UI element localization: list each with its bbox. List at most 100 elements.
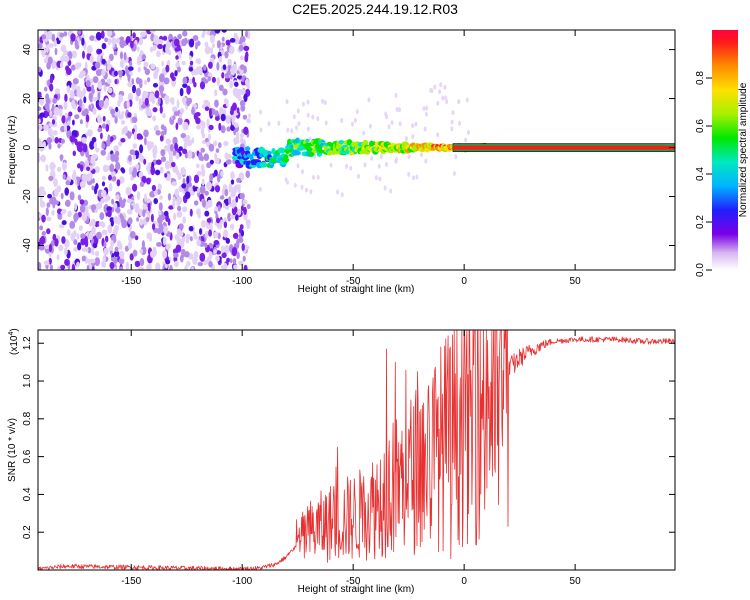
noise-blob [49,264,54,270]
noise-blob [146,177,151,185]
noise-blob [142,209,146,218]
noise-blob [103,247,109,256]
noise-blob [58,244,64,252]
noise-blob [232,232,239,239]
noise-blob [60,192,64,200]
noise-blob [101,123,107,129]
noise-blob [452,171,456,176]
noise-blob [450,119,454,125]
noise-blob [151,96,156,105]
noise-blob [50,196,57,204]
noise-blob [103,241,107,248]
noise-blob [464,137,468,143]
noise-blob [132,84,136,94]
noise-blob [167,218,171,226]
noise-blob [69,91,75,99]
noise-blob [160,87,163,97]
spectrogram-x-ticks: -150 -100 -50 0 50 [121,30,581,287]
noise-blob [192,76,196,84]
noise-blob [44,57,49,64]
noise-blob [102,255,106,264]
noise-blob [243,264,248,270]
noise-blob [77,211,82,218]
noise-blob [237,209,242,216]
snr-frame [37,329,676,571]
noise-blob [230,171,235,180]
noise-blob [311,114,315,120]
noise-blob [227,64,232,70]
noise-blob [258,186,262,192]
noise-blob [164,173,168,178]
noise-blob [149,30,156,33]
noise-blob [143,129,149,138]
noise-blob [91,226,96,235]
noise-blob [407,154,411,160]
noise-blob [225,115,231,124]
noise-blob [233,206,238,213]
noise-blob [235,196,239,203]
noise-blob [208,124,214,131]
noise-blob [153,144,158,154]
noise-blob [125,65,128,75]
noise-blob [46,202,51,208]
noise-blob [47,127,53,137]
noise-blob [203,259,208,266]
noise-blob [157,43,164,50]
noise-blob [160,81,165,87]
noise-blob [57,265,61,270]
noise-blob [208,251,213,260]
noise-blob [196,187,200,194]
noise-blob [224,72,230,79]
noise-blob [68,111,73,117]
noise-blob [229,223,235,231]
noise-blob [53,188,59,197]
colorbar-ticks: 0.0 0.2 0.4 0.6 0.8 [695,71,712,277]
noise-blob [141,175,147,184]
signal-blob [362,139,369,146]
noise-blob [107,78,112,85]
noise-blob [138,98,142,106]
noise-blob [180,167,186,176]
noise-blob [243,126,249,135]
noise-blob [190,236,193,242]
noise-blob [206,218,212,223]
noise-blob [405,136,408,142]
noise-blob [91,84,95,93]
noise-blob [196,239,202,247]
noise-blob [199,185,206,194]
noise-blob [59,61,64,69]
noise-blob [309,189,313,195]
noise-blob [209,159,214,165]
x-tick-label: -150 [121,276,141,287]
y-tick-label: 1.2 [22,336,33,350]
noise-blob [66,67,72,76]
noise-blob [81,37,85,46]
noise-blob [162,35,168,41]
noise-blob [48,243,53,253]
noise-blob [88,104,92,112]
noise-blob [189,60,194,66]
noise-blob [119,176,125,184]
noise-blob [83,96,87,104]
noise-blob [56,166,62,172]
noise-blob [67,120,71,126]
noise-blob [116,206,120,214]
noise-blob [78,73,84,79]
noise-blob [204,106,210,111]
noise-blob [207,76,211,82]
noise-blob [214,30,221,34]
noise-blob [198,152,203,161]
noise-blob [172,199,176,209]
noise-blob [143,79,148,85]
noise-blob [86,166,91,172]
noise-blob [139,218,144,226]
noise-blob [63,31,68,37]
noise-blob [146,165,151,172]
noise-blob [46,44,49,53]
noise-blob [197,261,204,267]
noise-blob [185,234,191,241]
noise-blob [49,161,56,171]
noise-blob [157,39,164,45]
noise-blob [81,110,88,117]
noise-blob [153,70,159,80]
